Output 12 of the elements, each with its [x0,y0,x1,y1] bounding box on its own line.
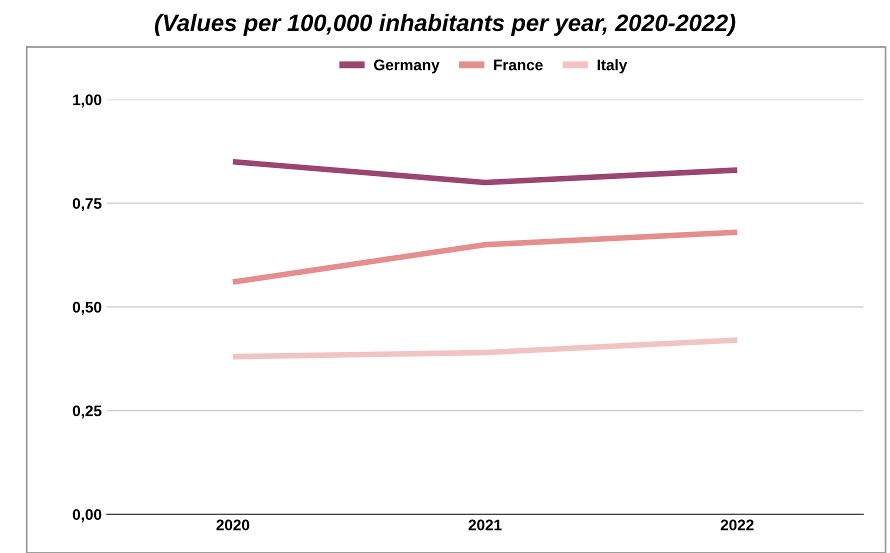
y-tick-label: 0,00 [72,509,102,522]
legend-label: Italy [598,59,628,74]
y-tick-label: 0,25 [72,405,102,419]
y-tick-label: 0,50 [72,302,102,315]
legend-label: France [494,60,543,70]
x-tick-label: 2021 [468,520,502,530]
x-tick-label: 2020 [216,520,250,530]
chart-title: (Values per 100,000 inhabitants per year, 2020-2022) [154,14,736,36]
legend-label: Germany [374,60,440,74]
y-tick-label: 0,75 [72,198,102,212]
x-tick-label: 2022 [720,520,754,530]
y-tick-label: 1,00 [73,94,102,108]
